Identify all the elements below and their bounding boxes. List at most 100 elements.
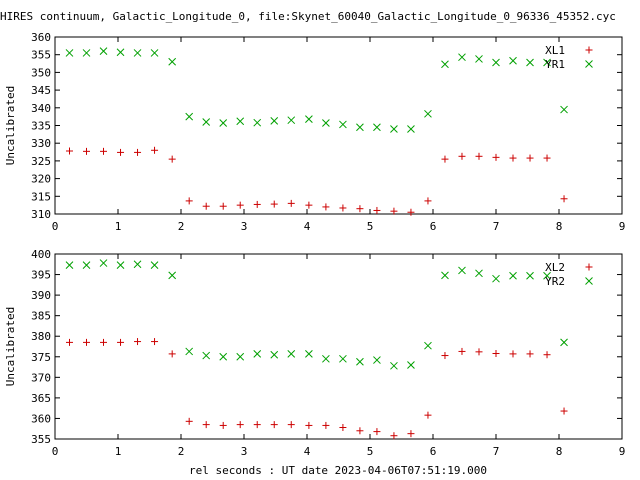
data-point	[185, 112, 194, 121]
data-point	[492, 153, 500, 161]
y-tick-label: 350	[31, 66, 51, 79]
data-point	[270, 117, 279, 125]
data-point	[458, 53, 466, 62]
y-tick-label: 310	[31, 208, 51, 221]
data-point	[168, 57, 177, 66]
y-tick-label: 375	[31, 351, 51, 364]
data-point	[407, 361, 415, 369]
data-point	[526, 58, 534, 67]
data-point	[475, 269, 483, 278]
data-point	[219, 119, 228, 127]
data-point	[168, 271, 177, 280]
y-axis-label: Uncalibrated	[4, 307, 17, 386]
legend-marker	[585, 277, 593, 285]
legend-label: XL1	[545, 44, 565, 57]
data-point	[390, 361, 398, 370]
x-tick-label: 7	[493, 445, 500, 458]
data-point	[390, 207, 398, 215]
data-point	[305, 350, 313, 358]
data-point	[82, 49, 91, 57]
data-point	[373, 206, 381, 214]
y-tick-label: 365	[31, 392, 51, 405]
y-tick-label: 370	[31, 371, 51, 384]
data-point	[543, 58, 551, 67]
data-point	[236, 201, 244, 209]
data-point	[322, 119, 330, 127]
data-point	[339, 423, 347, 431]
data-point	[287, 421, 295, 429]
y-tick-label: 325	[31, 155, 51, 168]
x-tick-label: 1	[115, 220, 122, 233]
data-point	[83, 338, 90, 346]
data-point	[356, 123, 364, 132]
data-point	[407, 125, 415, 133]
data-point	[116, 48, 125, 57]
data-point	[543, 351, 551, 359]
data-point	[117, 148, 125, 156]
x-tick-label: 5	[367, 445, 374, 458]
data-point	[475, 55, 483, 63]
data-point	[322, 354, 330, 363]
data-point	[509, 271, 517, 280]
data-point	[151, 338, 159, 346]
x-tick-label: 0	[52, 220, 59, 233]
data-point	[458, 347, 466, 355]
legend-marker	[585, 60, 593, 68]
x-tick-label: 4	[304, 220, 311, 233]
x-tick-label: 0	[52, 445, 59, 458]
data-point	[83, 147, 90, 155]
series-yr1	[65, 47, 568, 133]
data-point	[543, 271, 551, 280]
data-point	[236, 421, 244, 429]
data-point	[373, 356, 381, 364]
x-tick-label: 2	[178, 445, 185, 458]
data-point	[117, 338, 125, 346]
data-point	[509, 350, 517, 358]
data-point	[65, 338, 73, 346]
data-point	[526, 271, 534, 280]
data-point	[253, 200, 261, 208]
data-point	[458, 266, 466, 275]
y-tick-label: 360	[31, 31, 51, 44]
data-point	[270, 421, 278, 429]
data-point	[424, 341, 432, 350]
y-tick-label: 335	[31, 120, 51, 133]
series-xl2	[65, 338, 568, 440]
plot-frame	[54, 253, 623, 440]
data-point	[560, 105, 568, 114]
data-point	[305, 115, 313, 123]
y-tick-label: 400	[31, 248, 51, 261]
data-point	[236, 352, 245, 361]
y-tick-label: 390	[31, 289, 51, 302]
data-point	[390, 432, 398, 440]
x-tick-label: 8	[556, 445, 563, 458]
legend-marker	[585, 263, 593, 271]
y-tick-label: 380	[31, 330, 51, 343]
data-point	[339, 204, 347, 212]
data-point	[270, 350, 279, 359]
data-point	[322, 203, 330, 211]
x-tick-label: 7	[493, 220, 500, 233]
x-tick-label: 3	[241, 445, 248, 458]
y-tick-label: 345	[31, 84, 51, 97]
series-xl1	[65, 146, 568, 216]
y-tick-label: 320	[31, 173, 51, 186]
data-point	[99, 47, 108, 56]
legend-label: YR2	[545, 275, 565, 288]
data-point	[185, 347, 194, 356]
data-point	[168, 350, 176, 358]
data-point	[202, 118, 211, 126]
data-point	[253, 118, 262, 127]
data-point	[219, 421, 227, 429]
data-point	[219, 352, 228, 361]
data-point	[287, 350, 296, 358]
panel-2: 0 1 2 3 4 5 6 7 8 9 355 360 365 370 375 380 385 390 395 400…	[4, 248, 625, 458]
data-point	[543, 154, 551, 162]
y-tick-label: 385	[31, 310, 51, 323]
y-tick-label: 315	[31, 190, 51, 203]
data-point	[185, 417, 193, 425]
data-point	[185, 197, 193, 205]
x-axis-label: rel seconds : UT date 2023-04-06T07:51:1…	[189, 464, 487, 477]
x-tick-label: 5	[367, 220, 374, 233]
